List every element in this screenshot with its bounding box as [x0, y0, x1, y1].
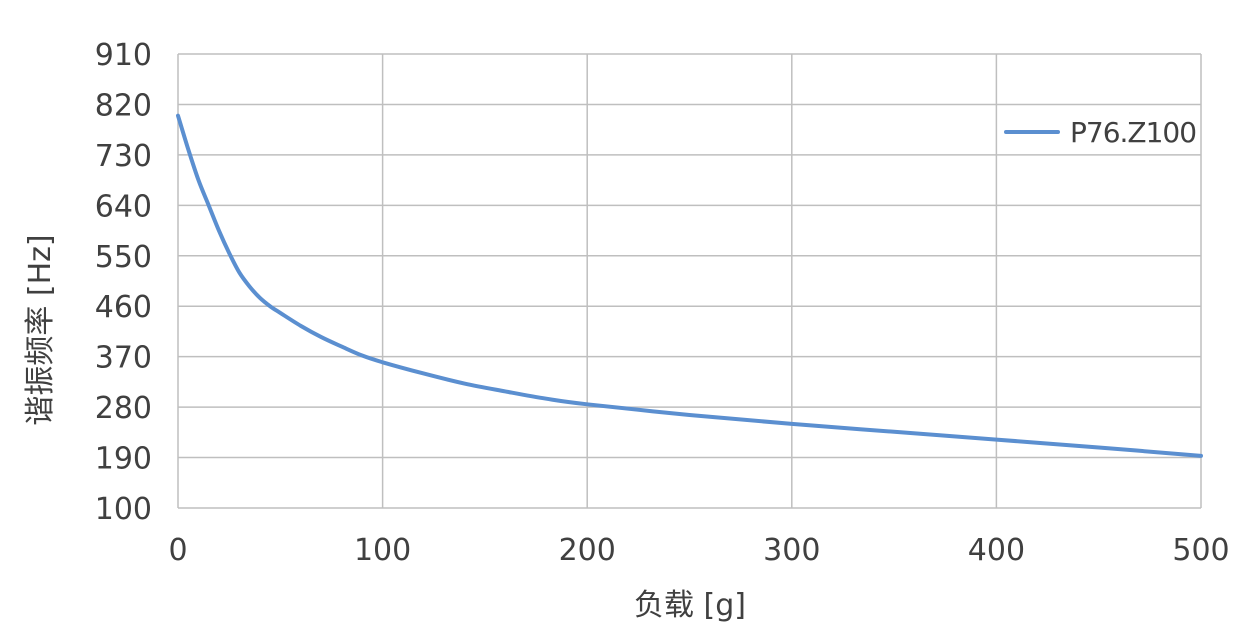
series-line-0	[176, 113, 1203, 458]
x-tick-labels: 0 100 200 300 400 500	[168, 533, 1229, 568]
y-tick-label: 640	[95, 189, 152, 224]
y-tick-label: 460	[95, 290, 152, 325]
y-tick-label: 280	[95, 391, 152, 426]
y-tick-label: 820	[95, 88, 152, 123]
y-tick-labels: 100 190 280 370 460 550 640 730 820 910	[95, 38, 152, 527]
x-tick-label: 200	[559, 533, 616, 568]
x-tick-label: 300	[763, 533, 820, 568]
y-tick-label: 190	[95, 442, 152, 477]
x-tick-label: 400	[968, 533, 1025, 568]
legend: P76.Z100	[1004, 116, 1197, 149]
y-tick-label: 910	[95, 38, 152, 73]
x-tick-label: 0	[168, 533, 187, 568]
y-tick-label: 730	[95, 139, 152, 174]
x-axis-title: 负载 [g]	[634, 588, 746, 623]
y-tick-label: 550	[95, 240, 152, 275]
series-layer	[176, 113, 1203, 458]
y-tick-label: 100	[95, 492, 152, 527]
x-tick-label: 100	[354, 533, 411, 568]
legend-label: P76.Z100	[1070, 116, 1196, 149]
grid	[177, 53, 1202, 509]
y-tick-label: 370	[95, 341, 152, 376]
x-tick-label: 500	[1172, 533, 1229, 568]
y-axis-title: 谐振频率 [Hz]	[23, 234, 58, 425]
